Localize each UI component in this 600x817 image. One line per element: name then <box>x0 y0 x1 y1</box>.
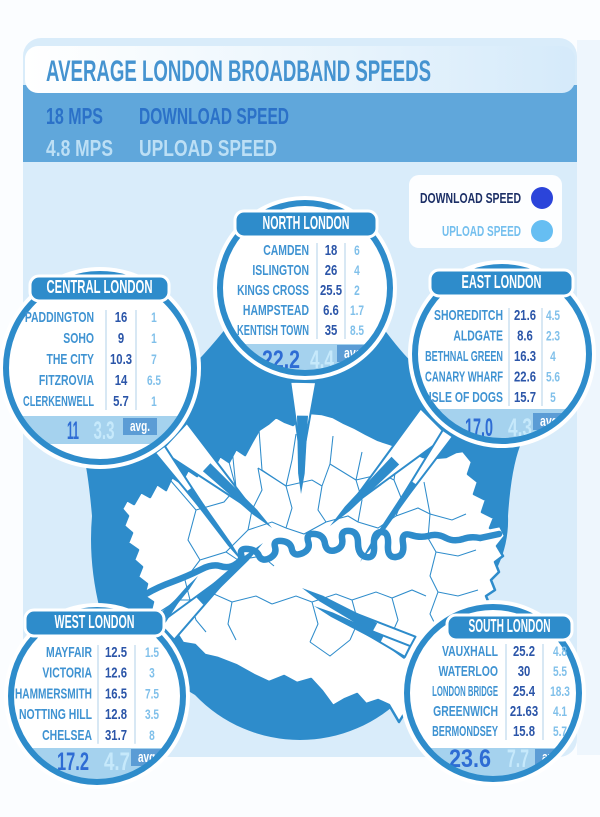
svg-text:CAMDEN: CAMDEN <box>263 242 309 258</box>
svg-text:3.5: 3.5 <box>145 707 159 723</box>
svg-text:BERMONDSEY: BERMONDSEY <box>432 723 498 740</box>
svg-text:35: 35 <box>325 322 338 339</box>
svg-text:AVERAGE LONDON BROADBAND SPEED: AVERAGE LONDON BROADBAND SPEEDS <box>46 55 431 88</box>
svg-text:8.6: 8.6 <box>517 327 533 344</box>
svg-text:5.5: 5.5 <box>553 664 567 680</box>
svg-text:1: 1 <box>151 331 157 347</box>
svg-text:22.6: 22.6 <box>514 368 536 385</box>
svg-text:CLERKENWELL: CLERKENWELL <box>23 393 94 410</box>
svg-text:14: 14 <box>115 372 128 389</box>
svg-text:1: 1 <box>151 310 157 326</box>
svg-text:16.5: 16.5 <box>105 685 127 702</box>
svg-text:KENTISH TOWN: KENTISH TOWN <box>237 322 309 339</box>
svg-text:12.8: 12.8 <box>105 706 127 723</box>
svg-text:6: 6 <box>354 243 360 259</box>
svg-text:2.3: 2.3 <box>546 328 560 344</box>
svg-text:15.7: 15.7 <box>514 389 536 406</box>
svg-text:1.5: 1.5 <box>145 645 159 661</box>
svg-text:16.3: 16.3 <box>514 348 536 365</box>
svg-text:CANARY WHARF: CANARY WHARF <box>425 368 503 385</box>
svg-text:8.5: 8.5 <box>350 323 364 339</box>
svg-text:12.6: 12.6 <box>105 664 127 681</box>
svg-text:FITZROVIA: FITZROVIA <box>39 372 94 388</box>
svg-text:SOHO: SOHO <box>63 330 94 346</box>
svg-text:7: 7 <box>151 352 157 368</box>
svg-text:25.2: 25.2 <box>513 643 535 660</box>
svg-text:10.3: 10.3 <box>110 351 132 368</box>
svg-text:BETHNAL GREEN: BETHNAL GREEN <box>425 348 503 365</box>
svg-text:avg.: avg. <box>130 418 150 435</box>
svg-text:3.3: 3.3 <box>94 417 115 445</box>
svg-text:LONDON BRIDGE: LONDON BRIDGE <box>432 684 498 700</box>
svg-text:3: 3 <box>149 665 155 681</box>
svg-text:31.7: 31.7 <box>105 726 127 743</box>
svg-text:DOWNLOAD SPEED: DOWNLOAD SPEED <box>139 103 289 129</box>
svg-text:ALDGATE: ALDGATE <box>453 328 503 344</box>
svg-text:5: 5 <box>550 390 556 406</box>
svg-text:1: 1 <box>151 394 157 410</box>
svg-text:VICTORIA: VICTORIA <box>42 665 92 681</box>
svg-text:DOWNLOAD SPEED: DOWNLOAD SPEED <box>420 190 521 207</box>
svg-text:CHELSEA: CHELSEA <box>42 727 92 743</box>
svg-text:ISLINGTON: ISLINGTON <box>252 262 309 278</box>
svg-text:5.6: 5.6 <box>546 369 560 385</box>
svg-text:4.7: 4.7 <box>104 748 130 776</box>
svg-text:MAYFAIR: MAYFAIR <box>46 644 92 660</box>
svg-text:4.5: 4.5 <box>546 308 560 324</box>
svg-text:WATERLOO: WATERLOO <box>438 663 498 679</box>
svg-text:15.8: 15.8 <box>513 723 535 740</box>
svg-text:2: 2 <box>354 283 360 299</box>
svg-text:1.7: 1.7 <box>350 303 364 319</box>
svg-text:16: 16 <box>115 309 128 326</box>
svg-text:NORTH LONDON: NORTH LONDON <box>263 213 350 233</box>
svg-text:25.4: 25.4 <box>513 683 536 700</box>
svg-text:6.6: 6.6 <box>323 302 339 319</box>
svg-text:30: 30 <box>518 663 531 680</box>
svg-text:VAUXHALL: VAUXHALL <box>442 643 498 659</box>
svg-text:4.8: 4.8 <box>553 644 567 660</box>
svg-text:18.3: 18.3 <box>550 684 570 700</box>
svg-text:18: 18 <box>325 242 338 259</box>
svg-text:HAMMERSMITH: HAMMERSMITH <box>15 686 92 702</box>
svg-text:THE CITY: THE CITY <box>46 351 94 367</box>
svg-text:NOTTING HILL: NOTTING HILL <box>19 706 92 722</box>
svg-text:25.5: 25.5 <box>320 282 342 299</box>
svg-text:CENTRAL LONDON: CENTRAL LONDON <box>47 277 153 297</box>
svg-text:26: 26 <box>325 262 338 279</box>
svg-text:4.8 MPS: 4.8 MPS <box>46 135 113 161</box>
svg-text:WEST LONDON: WEST LONDON <box>55 612 135 632</box>
svg-text:4: 4 <box>550 349 556 365</box>
svg-text:EAST LONDON: EAST LONDON <box>462 272 542 292</box>
svg-text:KINGS CROSS: KINGS CROSS <box>237 282 309 298</box>
svg-text:17.2: 17.2 <box>57 748 89 776</box>
svg-text:12.5: 12.5 <box>105 644 127 661</box>
svg-text:ISLE OF DOGS: ISLE OF DOGS <box>429 389 503 405</box>
svg-text:UPLOAD SPEED: UPLOAD SPEED <box>139 135 277 161</box>
svg-text:UPLOAD SPEED: UPLOAD SPEED <box>442 223 521 240</box>
svg-text:5.7: 5.7 <box>553 724 567 740</box>
svg-text:4: 4 <box>354 263 360 279</box>
svg-text:9: 9 <box>118 330 124 347</box>
svg-text:6.5: 6.5 <box>147 373 161 389</box>
svg-text:HAMPSTEAD: HAMPSTEAD <box>243 302 309 318</box>
svg-text:4.1: 4.1 <box>553 704 567 720</box>
svg-text:SHOREDITCH: SHOREDITCH <box>434 307 503 323</box>
svg-text:7.5: 7.5 <box>145 686 159 702</box>
svg-text:21.63: 21.63 <box>510 703 538 720</box>
svg-text:8: 8 <box>149 727 155 743</box>
svg-text:PADDINGTON: PADDINGTON <box>25 309 94 325</box>
svg-text:5.7: 5.7 <box>113 393 129 410</box>
svg-text:7.7: 7.7 <box>507 745 529 773</box>
svg-text:21.6: 21.6 <box>514 307 536 324</box>
svg-text:SOUTH LONDON: SOUTH LONDON <box>469 616 551 636</box>
svg-text:11: 11 <box>67 417 79 445</box>
svg-text:GREENWICH: GREENWICH <box>433 703 498 719</box>
svg-text:18 MPS: 18 MPS <box>46 103 103 129</box>
